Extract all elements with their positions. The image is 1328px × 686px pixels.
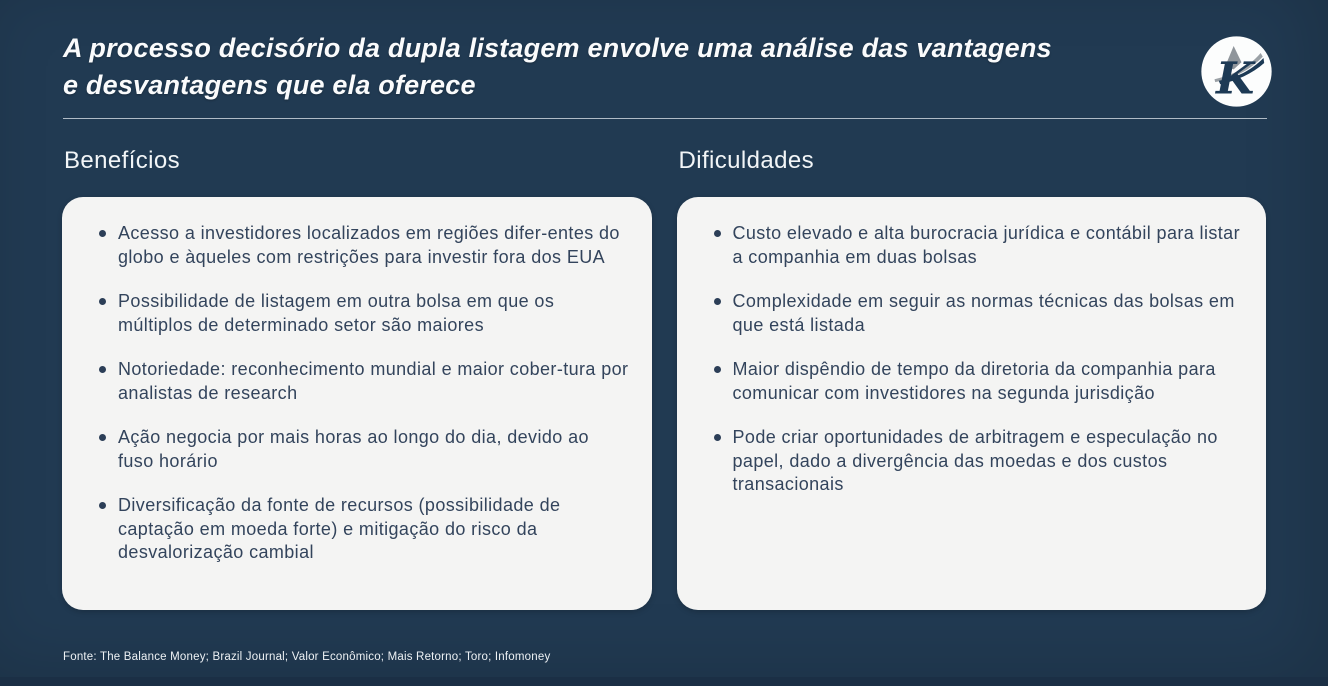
- logo-k-icon: K: [1201, 36, 1272, 107]
- difficulty-item: Complexidade em seguir as normas técnica…: [713, 290, 1245, 337]
- comparison-columns: Benefícios Acesso a investidores localiz…: [62, 147, 1266, 610]
- difficulties-card: Custo elevado e alta burocracia jurídica…: [676, 197, 1266, 610]
- benefit-item: Possibilidade de listagem em outra bolsa…: [99, 290, 630, 337]
- title-divider: [63, 118, 1267, 119]
- page-title-line-1: A processo decisório da dupla listagem e…: [63, 33, 1052, 63]
- source-note: Fonte: The Balance Money; Brazil Journal…: [63, 651, 551, 663]
- benefits-heading: Benefícios: [64, 147, 181, 174]
- difficulty-item: Pode criar oportunidades de arbitragem e…: [713, 426, 1245, 497]
- company-logo: K: [1201, 36, 1272, 107]
- benefits-column: Benefícios Acesso a investidores localiz…: [62, 147, 652, 610]
- difficulty-item: Maior dispêndio de tempo da diretoria da…: [713, 358, 1245, 405]
- difficulties-column: Dificuldades Custo elevado e alta burocr…: [676, 147, 1266, 610]
- benefit-item: Ação negocia por mais horas ao longo do …: [99, 426, 630, 473]
- benefits-list: Acesso a investidores localizados em reg…: [99, 222, 630, 565]
- benefit-item: Notoriedade: reconhecimento mundial e ma…: [99, 358, 630, 405]
- benefits-card: Acesso a investidores localizados em reg…: [62, 197, 652, 610]
- benefit-item: Diversificação da fonte de recursos (pos…: [99, 494, 630, 565]
- svg-text:K: K: [1214, 54, 1256, 105]
- difficulty-item: Custo elevado e alta burocracia jurídica…: [713, 222, 1245, 269]
- difficulties-list: Custo elevado e alta burocracia jurídica…: [713, 222, 1245, 497]
- difficulties-heading: Dificuldades: [678, 147, 815, 174]
- benefit-item: Acesso a investidores localizados em reg…: [99, 222, 630, 269]
- page-title-line-2: e desvantagens que ela oferece: [63, 70, 476, 100]
- bottom-accent-band: [0, 677, 1328, 686]
- page-title: A processo decisório da dupla listagem e…: [63, 30, 1193, 104]
